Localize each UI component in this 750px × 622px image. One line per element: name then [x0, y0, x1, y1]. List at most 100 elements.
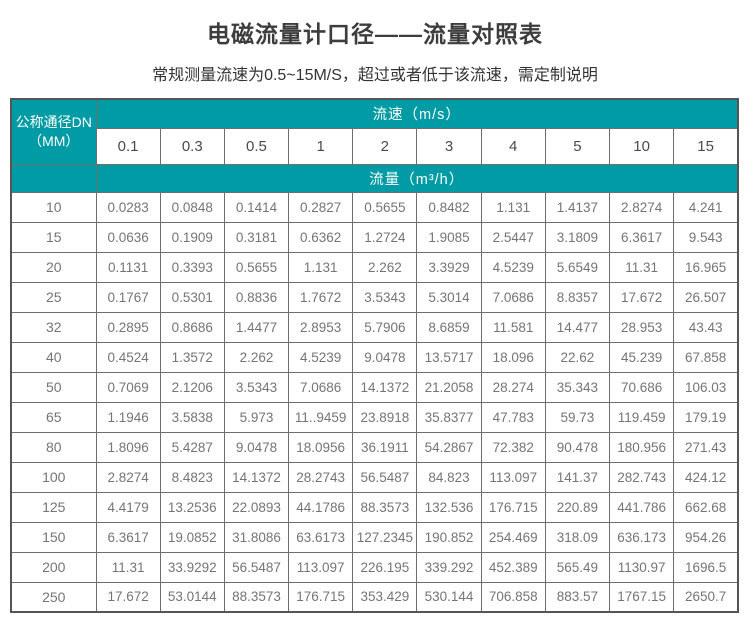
flow-value-cell: 1.4477 — [223, 311, 290, 343]
table-row: 200 11.31 33.9292 56.5487 113.097 226.195 339.… — [10, 551, 739, 583]
page-subtitle: 常规测量流速为0.5~15M/S，超过或者低于该流速，需定制说明 — [152, 67, 598, 84]
flow-value-cell: 28.953 — [608, 311, 675, 343]
flow-value-cell: 565.49 — [544, 551, 611, 583]
table-row: 100 2.8274 8.4823 14.1372 28.2743 56.5487 84.8… — [10, 461, 739, 493]
flow-value-cell: 19.0852 — [159, 521, 225, 553]
flow-value-cell: 113.097 — [480, 461, 546, 493]
flow-value-cell: 282.743 — [608, 461, 675, 493]
flow-value-cell: 4.241 — [673, 191, 739, 223]
flow-value-cell: 14.1372 — [223, 461, 290, 493]
table-row: 10 0.0283 0.0848 0.1414 0.2827 0.5655 0.8482 1.… — [10, 191, 739, 223]
flow-value-cell: 16.965 — [673, 251, 739, 283]
velocity-value-cell: 2 — [352, 127, 418, 165]
flow-value-cell: 0.3181 — [223, 221, 290, 253]
flow-value-cell: 1696.5 — [673, 551, 739, 583]
flow-value-cell: 0.8686 — [159, 311, 225, 343]
flow-value-cell: 176.715 — [480, 491, 546, 523]
velocity-value-cell: 4 — [480, 127, 546, 165]
table-row: 20 0.1131 0.3393 0.5655 1.131 2.262 3.3929 4.52… — [10, 251, 739, 283]
flow-value-cell: 1.131 — [480, 191, 546, 223]
empty-corner-cell — [10, 163, 97, 193]
flow-value-cell: 17.672 — [95, 581, 161, 613]
flow-value-cell: 5.6549 — [544, 251, 611, 283]
page-title: 电磁流量计口径——流量对照表 — [207, 21, 543, 47]
flow-value-cell: 36.1911 — [352, 431, 418, 463]
flow-value-cell: 0.5301 — [159, 281, 225, 313]
flow-value-cell: 11.31 — [608, 251, 675, 283]
flow-value-cell: 8.4823 — [159, 461, 225, 493]
velocity-values-row: 0.1 0.3 0.5 1 2 3 4 5 10 15 — [11, 127, 739, 165]
flow-value-cell: 18.0956 — [288, 431, 354, 463]
velocity-value-cell: 15 — [673, 127, 739, 165]
flow-value-cell: 176.715 — [288, 581, 354, 613]
flow-value-cell: 0.8482 — [416, 191, 482, 223]
flow-value-cell: 2.262 — [223, 341, 290, 373]
flow-value-cell: 127.2345 — [352, 521, 418, 553]
flow-value-cell: 56.5487 — [223, 551, 290, 583]
flow-value-cell: 119.459 — [608, 401, 675, 433]
table-body: 10 0.0283 0.0848 0.1414 0.2827 0.5655 0.8482 1.… — [10, 191, 739, 613]
dn-cell: 65 — [10, 401, 97, 433]
flow-value-cell: 0.4524 — [95, 341, 161, 373]
velocity-value-cell: 5 — [544, 127, 611, 165]
table-row: 80 1.8096 5.4287 9.0478 18.0956 36.1911 54.286… — [10, 431, 739, 463]
flow-value-cell: 1.2724 — [352, 221, 418, 253]
flow-value-cell: 70.686 — [608, 371, 675, 403]
flow-value-cell: 180.956 — [608, 431, 675, 463]
flow-value-cell: 5.7906 — [352, 311, 418, 343]
flow-value-cell: 9.0478 — [223, 431, 290, 463]
corner-header-cell: 公称通径DN （MM） — [10, 98, 97, 165]
dn-cell: 25 — [10, 281, 97, 313]
flow-value-cell: 0.6362 — [288, 221, 354, 253]
flow-value-cell: 0.0636 — [95, 221, 161, 253]
flow-value-cell: 26.507 — [673, 281, 739, 313]
flow-value-cell: 0.1414 — [223, 191, 290, 223]
flow-value-cell: 353.429 — [352, 581, 418, 613]
flow-value-cell: 5.973 — [223, 401, 290, 433]
velocity-band-cell: 流速（m/s） — [95, 98, 739, 129]
flow-value-cell: 67.858 — [673, 341, 739, 373]
flow-value-cell: 0.0848 — [159, 191, 225, 223]
flow-value-cell: 0.5655 — [352, 191, 418, 223]
flow-value-cell: 22.62 — [544, 341, 611, 373]
table-row: 32 0.2895 0.8686 1.4477 2.8953 5.7906 8.6859 11… — [10, 311, 739, 343]
flow-value-cell: 636.173 — [608, 521, 675, 553]
flow-value-cell: 141.37 — [544, 461, 611, 493]
velocity-value-cell: 1 — [288, 127, 354, 165]
flow-value-cell: 0.1767 — [95, 281, 161, 313]
flow-value-cell: 45.239 — [608, 341, 675, 373]
flow-value-cell: 4.5239 — [288, 341, 354, 373]
flow-band-cell: 流量（m³/h） — [95, 163, 739, 193]
flow-value-cell: 220.89 — [544, 491, 611, 523]
flow-value-cell: 190.852 — [416, 521, 482, 553]
flow-value-cell: 35.8377 — [416, 401, 482, 433]
dn-cell: 125 — [10, 491, 97, 523]
flow-value-cell: 28.274 — [480, 371, 546, 403]
flow-comparison-table: 公称通径DN （MM） 流速（m/s） 0.1 0.3 0.5 1 2 3 4 5 10 15 流… — [10, 98, 739, 613]
flow-value-cell: 179.19 — [673, 401, 739, 433]
flow-value-cell: 90.478 — [544, 431, 611, 463]
dn-cell: 20 — [10, 251, 97, 283]
flow-value-cell: 0.1909 — [159, 221, 225, 253]
flow-value-cell: 318.09 — [544, 521, 611, 553]
flow-value-cell: 1.7672 — [288, 281, 354, 313]
dn-cell: 150 — [10, 521, 97, 553]
flow-value-cell: 8.6859 — [416, 311, 482, 343]
corner-header-line2: （MM） — [28, 132, 80, 149]
flow-value-cell: 7.0686 — [480, 281, 546, 313]
flow-value-cell: 59.73 — [544, 401, 611, 433]
flow-value-cell: 14.477 — [544, 311, 611, 343]
flow-value-cell: 3.5838 — [159, 401, 225, 433]
flow-value-cell: 9.0478 — [352, 341, 418, 373]
dn-cell: 200 — [10, 551, 97, 583]
flow-value-cell: 53.0144 — [159, 581, 225, 613]
flow-value-cell: 44.1786 — [288, 491, 354, 523]
dn-cell: 10 — [10, 191, 97, 223]
flow-value-cell: 0.2895 — [95, 311, 161, 343]
flow-value-cell: 13.2536 — [159, 491, 225, 523]
flow-value-cell: 706.858 — [480, 581, 546, 613]
table-row: 15 0.0636 0.1909 0.3181 0.6362 1.2724 1.9085 2.… — [10, 221, 739, 253]
flow-value-cell: 2.8274 — [95, 461, 161, 493]
velocity-value-cell: 0.3 — [159, 127, 225, 165]
